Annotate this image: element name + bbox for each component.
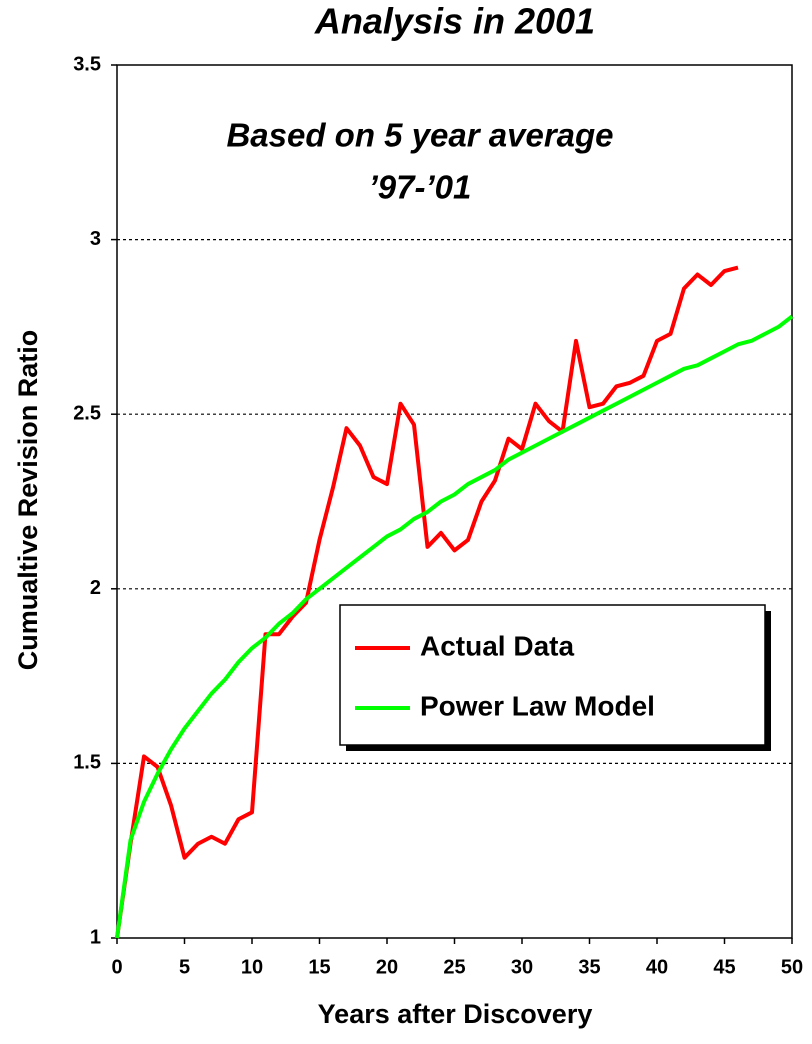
- series-line: [115, 265, 739, 939]
- x-axis-label: Years after Discovery: [318, 999, 593, 1029]
- y-tick-label: 2.5: [73, 402, 101, 424]
- x-tick-label: 35: [578, 956, 600, 978]
- y-axis-label: Cumualtive Revision Ratio: [13, 330, 43, 671]
- series-line: [115, 314, 794, 939]
- y-tick-label: 3: [90, 228, 101, 250]
- legend-label: Actual Data: [420, 630, 574, 661]
- x-tick-label: 5: [179, 956, 190, 978]
- y-tick-label: 2: [90, 577, 101, 599]
- annotation: Based on 5 year average: [226, 117, 613, 154]
- legend-label: Power Law Model: [420, 690, 655, 721]
- x-tick-label: 40: [646, 956, 668, 978]
- y-tick-label: 3.5: [73, 53, 101, 75]
- x-tick-label: 45: [713, 956, 735, 978]
- chart-title: Analysis in 2001: [314, 1, 595, 42]
- x-tick-label: 15: [308, 956, 330, 978]
- x-tick-label: 30: [511, 956, 533, 978]
- x-tick-label: 0: [111, 956, 122, 978]
- x-tick-label: 20: [376, 956, 398, 978]
- y-tick-label: 1: [90, 926, 101, 948]
- x-tick-label: 50: [781, 956, 803, 978]
- annotation: ’97-’01: [369, 169, 472, 206]
- y-tick-label: 1.5: [73, 752, 101, 774]
- legend: [339, 604, 766, 746]
- plot-frame: [116, 64, 793, 939]
- x-tick-label: 10: [241, 956, 263, 978]
- x-tick-label: 25: [443, 956, 465, 978]
